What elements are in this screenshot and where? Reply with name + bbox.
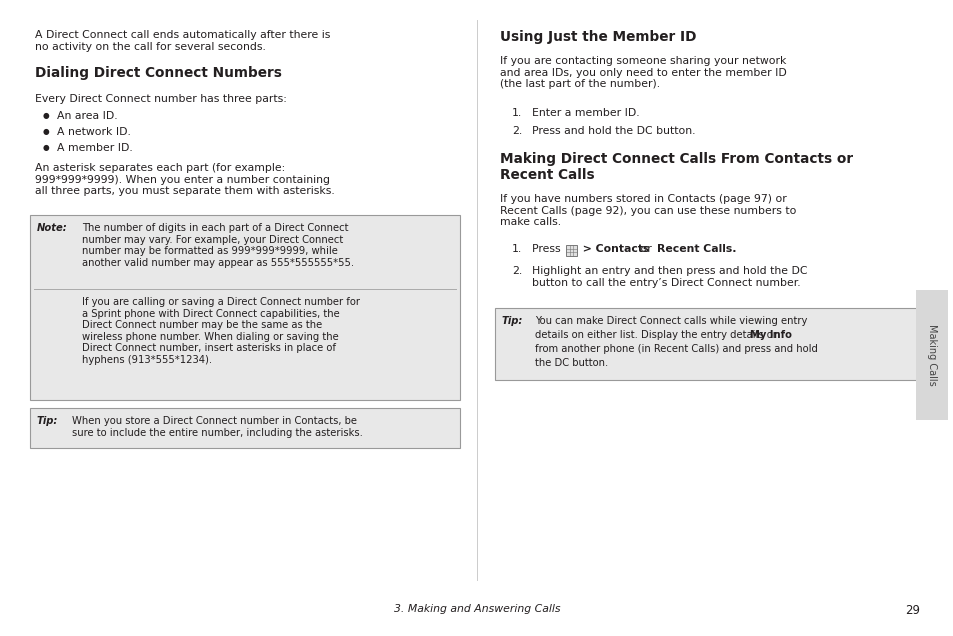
Text: ●: ● [43, 127, 50, 136]
Text: details on either list. Display the entry details or: details on either list. Display the entr… [535, 330, 780, 340]
Text: Using Just the Member ID: Using Just the Member ID [499, 30, 696, 44]
Text: or: or [637, 244, 655, 254]
Text: An area ID.: An area ID. [57, 111, 117, 121]
Text: If you are calling or saving a Direct Connect number for
a Sprint phone with Dir: If you are calling or saving a Direct Co… [82, 297, 359, 365]
Text: If you have numbers stored in Contacts (page 97) or
Recent Calls (page 92), you : If you have numbers stored in Contacts (… [499, 194, 796, 227]
Text: A network ID.: A network ID. [57, 127, 131, 137]
Text: 1.: 1. [512, 108, 521, 118]
Text: Press and hold the DC button.: Press and hold the DC button. [532, 126, 695, 136]
Bar [915, 290, 947, 420]
Text: 2.: 2. [512, 266, 521, 276]
Text: Enter a member ID.: Enter a member ID. [532, 108, 639, 118]
Text: the DC button.: the DC button. [535, 358, 608, 368]
Text: Tip:: Tip: [501, 316, 523, 326]
Bar [30, 408, 459, 448]
Text: Note:: Note: [37, 223, 68, 233]
Bar [565, 245, 577, 256]
Text: 2.: 2. [512, 126, 521, 136]
Text: My Info: My Info [749, 330, 791, 340]
Text: Highlight an entry and then press and hold the DC
button to call the entry’s Dir: Highlight an entry and then press and ho… [532, 266, 806, 287]
Text: Press: Press [532, 244, 563, 254]
Bar [495, 308, 927, 380]
Text: A member ID.: A member ID. [57, 143, 132, 153]
Text: 29: 29 [904, 604, 919, 617]
Text: from another phone (in Recent Calls) and press and hold: from another phone (in Recent Calls) and… [535, 344, 817, 354]
Text: Making Calls: Making Calls [926, 324, 936, 386]
Text: 3. Making and Answering Calls: 3. Making and Answering Calls [394, 604, 559, 614]
Text: When you store a Direct Connect number in Contacts, be
sure to include the entir: When you store a Direct Connect number i… [71, 416, 362, 438]
Text: ●: ● [43, 143, 50, 152]
Text: An asterisk separates each part (for example:
999*999*9999). When you enter a nu: An asterisk separates each part (for exa… [35, 163, 335, 196]
Text: ●: ● [43, 111, 50, 120]
Text: If you are contacting someone sharing your network
and area IDs, you only need t: If you are contacting someone sharing yo… [499, 56, 786, 89]
Text: Recent Calls.: Recent Calls. [657, 244, 736, 254]
Bar [30, 215, 459, 400]
Text: A Direct Connect call ends automatically after there is
no activity on the call : A Direct Connect call ends automatically… [35, 30, 330, 52]
Text: Every Direct Connect number has three parts:: Every Direct Connect number has three pa… [35, 94, 287, 104]
Text: Dialing Direct Connect Numbers: Dialing Direct Connect Numbers [35, 66, 281, 80]
Text: > Contacts: > Contacts [578, 244, 649, 254]
Text: You can make Direct Connect calls while viewing entry: You can make Direct Connect calls while … [535, 316, 806, 326]
Text: Making Direct Connect Calls From Contacts or
Recent Calls: Making Direct Connect Calls From Contact… [499, 152, 852, 182]
Text: Tip:: Tip: [37, 416, 58, 426]
Text: 1.: 1. [512, 244, 521, 254]
Text: The number of digits in each part of a Direct Connect
number may vary. For examp: The number of digits in each part of a D… [82, 223, 354, 268]
